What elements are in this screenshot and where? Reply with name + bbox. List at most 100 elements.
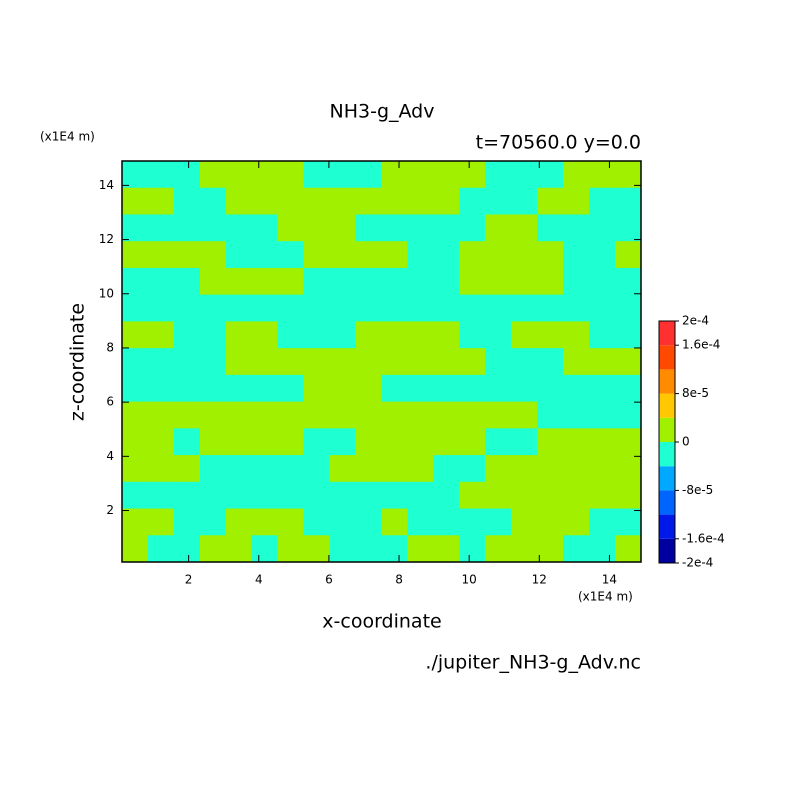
field-cell [329, 401, 357, 429]
field-cell [277, 294, 305, 322]
field-cell [251, 455, 279, 483]
field-cell [303, 455, 331, 483]
field-cell [485, 508, 512, 536]
field-cell [459, 401, 486, 429]
field-cell [511, 294, 538, 322]
y-tick-label: 4 [106, 449, 114, 463]
field-cell [485, 455, 512, 483]
field-cell [537, 321, 564, 349]
field-cell [173, 428, 201, 456]
field-cell [199, 187, 227, 215]
field-cell [589, 348, 616, 376]
field-cell [511, 187, 538, 215]
field-cell [147, 508, 175, 536]
field-cell [122, 348, 149, 376]
field-cell [173, 321, 201, 349]
field-cell [329, 535, 357, 563]
field-cell [329, 321, 357, 349]
field-cell [225, 187, 253, 215]
field-cell [122, 508, 149, 536]
field-cell [277, 401, 305, 429]
field-cell [381, 535, 408, 563]
field-cell [303, 508, 331, 536]
field-cell [485, 428, 512, 456]
x-tick-label: 6 [325, 573, 333, 587]
field-cell [329, 214, 357, 242]
field-cell [433, 428, 460, 456]
field-cell [615, 481, 642, 510]
field-cell [199, 481, 227, 510]
colorbar-bin [659, 490, 675, 515]
colorbar-label: 8e-5 [682, 386, 709, 400]
field-cell [303, 161, 331, 189]
field-cell [407, 374, 434, 403]
field-cell [122, 294, 149, 322]
field-cell [511, 535, 538, 563]
field-cell [407, 428, 434, 456]
field-cell [563, 374, 590, 403]
field-cell [615, 428, 642, 456]
field-cell [459, 241, 486, 269]
field-cell [122, 401, 149, 429]
y-tick-label: 6 [106, 395, 114, 409]
field-cell [277, 374, 305, 403]
field-cell [303, 428, 331, 456]
field-cell [433, 294, 460, 322]
field-cell [537, 214, 564, 242]
field-cell [225, 401, 253, 429]
field-cell [615, 187, 642, 215]
field-cell [251, 348, 279, 376]
field-cell [563, 161, 590, 189]
field-cell [122, 187, 149, 215]
field-cell [381, 161, 408, 189]
field-cell [329, 161, 357, 189]
field-cell [173, 374, 201, 403]
field-cell [355, 214, 382, 242]
field-cell [355, 321, 382, 349]
field-cell [459, 294, 486, 322]
field-cell [122, 455, 149, 483]
field-cell [225, 267, 253, 296]
field-cell [355, 508, 382, 536]
field-cell [589, 374, 616, 403]
field-cell [563, 214, 590, 242]
field-cell [303, 267, 331, 296]
colorbar-bin [659, 514, 675, 539]
field-cell [122, 374, 149, 403]
field-cell [303, 535, 331, 563]
field-cell [615, 267, 642, 296]
source-file: ./jupiter_NH3-g_Adv.nc [425, 652, 641, 674]
field-cell [147, 348, 175, 376]
field-cell [381, 348, 408, 376]
field-cell [615, 294, 642, 322]
field-cell [303, 374, 331, 403]
field-cell [563, 241, 590, 269]
field-cell [329, 348, 357, 376]
field-cell [537, 535, 564, 563]
field-cell [563, 455, 590, 483]
field-cell [589, 535, 616, 563]
field-cell [433, 535, 460, 563]
field-cell [589, 187, 616, 215]
field-cell [329, 294, 357, 322]
field-cell [225, 508, 253, 536]
field-cell [381, 267, 408, 296]
field-cell [407, 455, 434, 483]
field-cell [225, 161, 253, 189]
field-cell [329, 374, 357, 403]
field-cell [485, 374, 512, 403]
field-cell [173, 455, 201, 483]
field-cell [173, 401, 201, 429]
colorbar-bin [659, 442, 675, 467]
field-cell [225, 241, 253, 269]
field-cell [225, 294, 253, 322]
field-cell [485, 535, 512, 563]
field-cell [147, 267, 175, 296]
field-cell [147, 481, 175, 510]
field-cell [251, 241, 279, 269]
field-cell [381, 428, 408, 456]
field-cell [329, 481, 357, 510]
field-cell [589, 161, 616, 189]
field-cell [485, 161, 512, 189]
field-cell [355, 187, 382, 215]
